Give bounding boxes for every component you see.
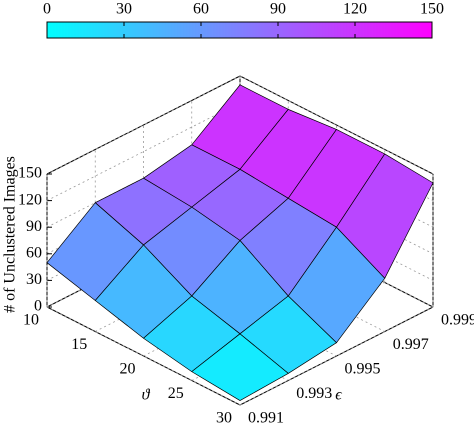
y-tick-label: 0.991 [248, 410, 284, 423]
colorbar-tick-label: 150 [420, 1, 444, 18]
z-tick-label: 120 [18, 191, 42, 208]
z-tick-label: 30 [26, 271, 42, 288]
grid-line [239, 75, 434, 175]
surface [46, 84, 434, 401]
z-tick-label: 90 [26, 218, 42, 235]
x-tick-label: 25 [168, 385, 184, 402]
y-tick-label: 0.999 [441, 312, 474, 329]
surface-patch [191, 333, 289, 401]
y-axis-label: ϵ [335, 387, 342, 404]
y-tick-label: 0.995 [345, 361, 381, 378]
grid-line [239, 306, 434, 406]
z-axis-label: # of Unclustered Images [2, 156, 19, 313]
x-tick-label: 10 [23, 312, 39, 329]
colorbar-tick-label: 90 [270, 1, 286, 18]
colorbar-tick-label: 120 [343, 1, 367, 18]
grid-line [46, 102, 241, 201]
grid-line [46, 75, 241, 175]
colorbar-tick-label: 30 [116, 1, 132, 18]
z-tick-label: 60 [26, 244, 42, 261]
colorbar-tick-label: 60 [193, 1, 209, 18]
y-tick-label: 0.993 [296, 385, 332, 402]
axis-labels: 0 30 60 90 120 150 10 15 20 25 30 0.991 0.993 0.995 0.… [2, 156, 474, 423]
z-tick-label: 150 [18, 165, 42, 182]
colorbar [46, 21, 433, 39]
z-tick-label: 0 [34, 298, 42, 315]
y-tick-label: 0.997 [393, 336, 429, 353]
x-tick-label: 15 [71, 336, 87, 353]
x-tick-label: 30 [216, 410, 232, 423]
x-tick-label: 20 [120, 361, 136, 378]
grid-line [46, 306, 241, 406]
x-axis-label: ϑ [142, 387, 151, 404]
colorbar-tick-label: 0 [43, 1, 51, 18]
